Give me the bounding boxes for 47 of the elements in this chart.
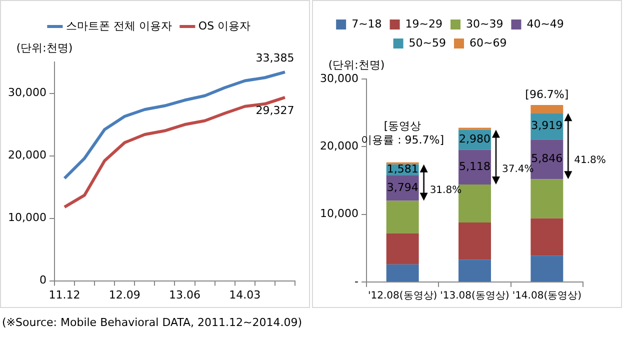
data-label: 2,980 (458, 132, 490, 146)
bar (530, 256, 564, 282)
annotation: 41.8% (574, 155, 606, 166)
text: (※Source: Mobile Behavioral DATA, 2011.12~2014.09) (2, 316, 302, 329)
bar (386, 200, 419, 234)
y-tick-label: 20,000 (320, 140, 358, 153)
data-label: 5,118 (458, 160, 490, 174)
y-tick-label: 0 (39, 274, 46, 287)
x-tick-label: '14.08(동영상) (512, 290, 582, 302)
x-tick-label: 12.09 (108, 288, 140, 302)
y-tick-label: 20,000 (8, 148, 46, 162)
x-tick-label: 11.12 (48, 288, 80, 302)
annotation: [96.7%] (525, 88, 569, 101)
x-tick-label: '13.08(동영상) (440, 290, 510, 302)
y-axis-title: (단위:천명) (328, 58, 385, 72)
data-label: 3,794 (386, 180, 418, 194)
bar (458, 222, 491, 260)
x-tick-label: 13.06 (169, 288, 201, 302)
legend-label: 19~29 (405, 17, 443, 30)
legend-label: 60~69 (470, 36, 507, 50)
y-tick-label: 10,000 (320, 207, 358, 220)
legend-label: 50~59 (408, 36, 446, 50)
y-tick-label: 30,000 (8, 86, 46, 100)
legend-label: OS 이용자 (198, 19, 251, 32)
data-label: 1,581 (386, 162, 418, 176)
legend-label: 스마트폰 전체 이용자 (66, 19, 172, 32)
legend-label: 30~39 (466, 17, 504, 30)
bar (530, 179, 564, 218)
legend-label: 40~49 (526, 17, 564, 30)
bar (458, 260, 491, 282)
y-axis-title: (단위:천명) (16, 41, 73, 54)
x-tick-label: 14.03 (229, 288, 261, 302)
annotation: [동영상 이용률 : 95.7%] (361, 119, 444, 146)
bar (386, 233, 419, 264)
data-label: 33,385 (256, 51, 294, 64)
y-tick-label: 10,000 (8, 211, 46, 224)
legend-label: 7~18 (352, 17, 382, 30)
x-tick-label: '12.08(동영상) (368, 290, 438, 302)
bar (530, 104, 564, 114)
bar (458, 150, 491, 185)
bar (386, 264, 419, 282)
y-tick-label: 30,000 (320, 72, 358, 85)
data-label: 3,919 (531, 119, 563, 132)
y-tick-label: - (354, 274, 359, 288)
data-label: 5,846 (531, 152, 563, 166)
bar (530, 218, 564, 256)
data-label: 29,327 (256, 104, 294, 117)
